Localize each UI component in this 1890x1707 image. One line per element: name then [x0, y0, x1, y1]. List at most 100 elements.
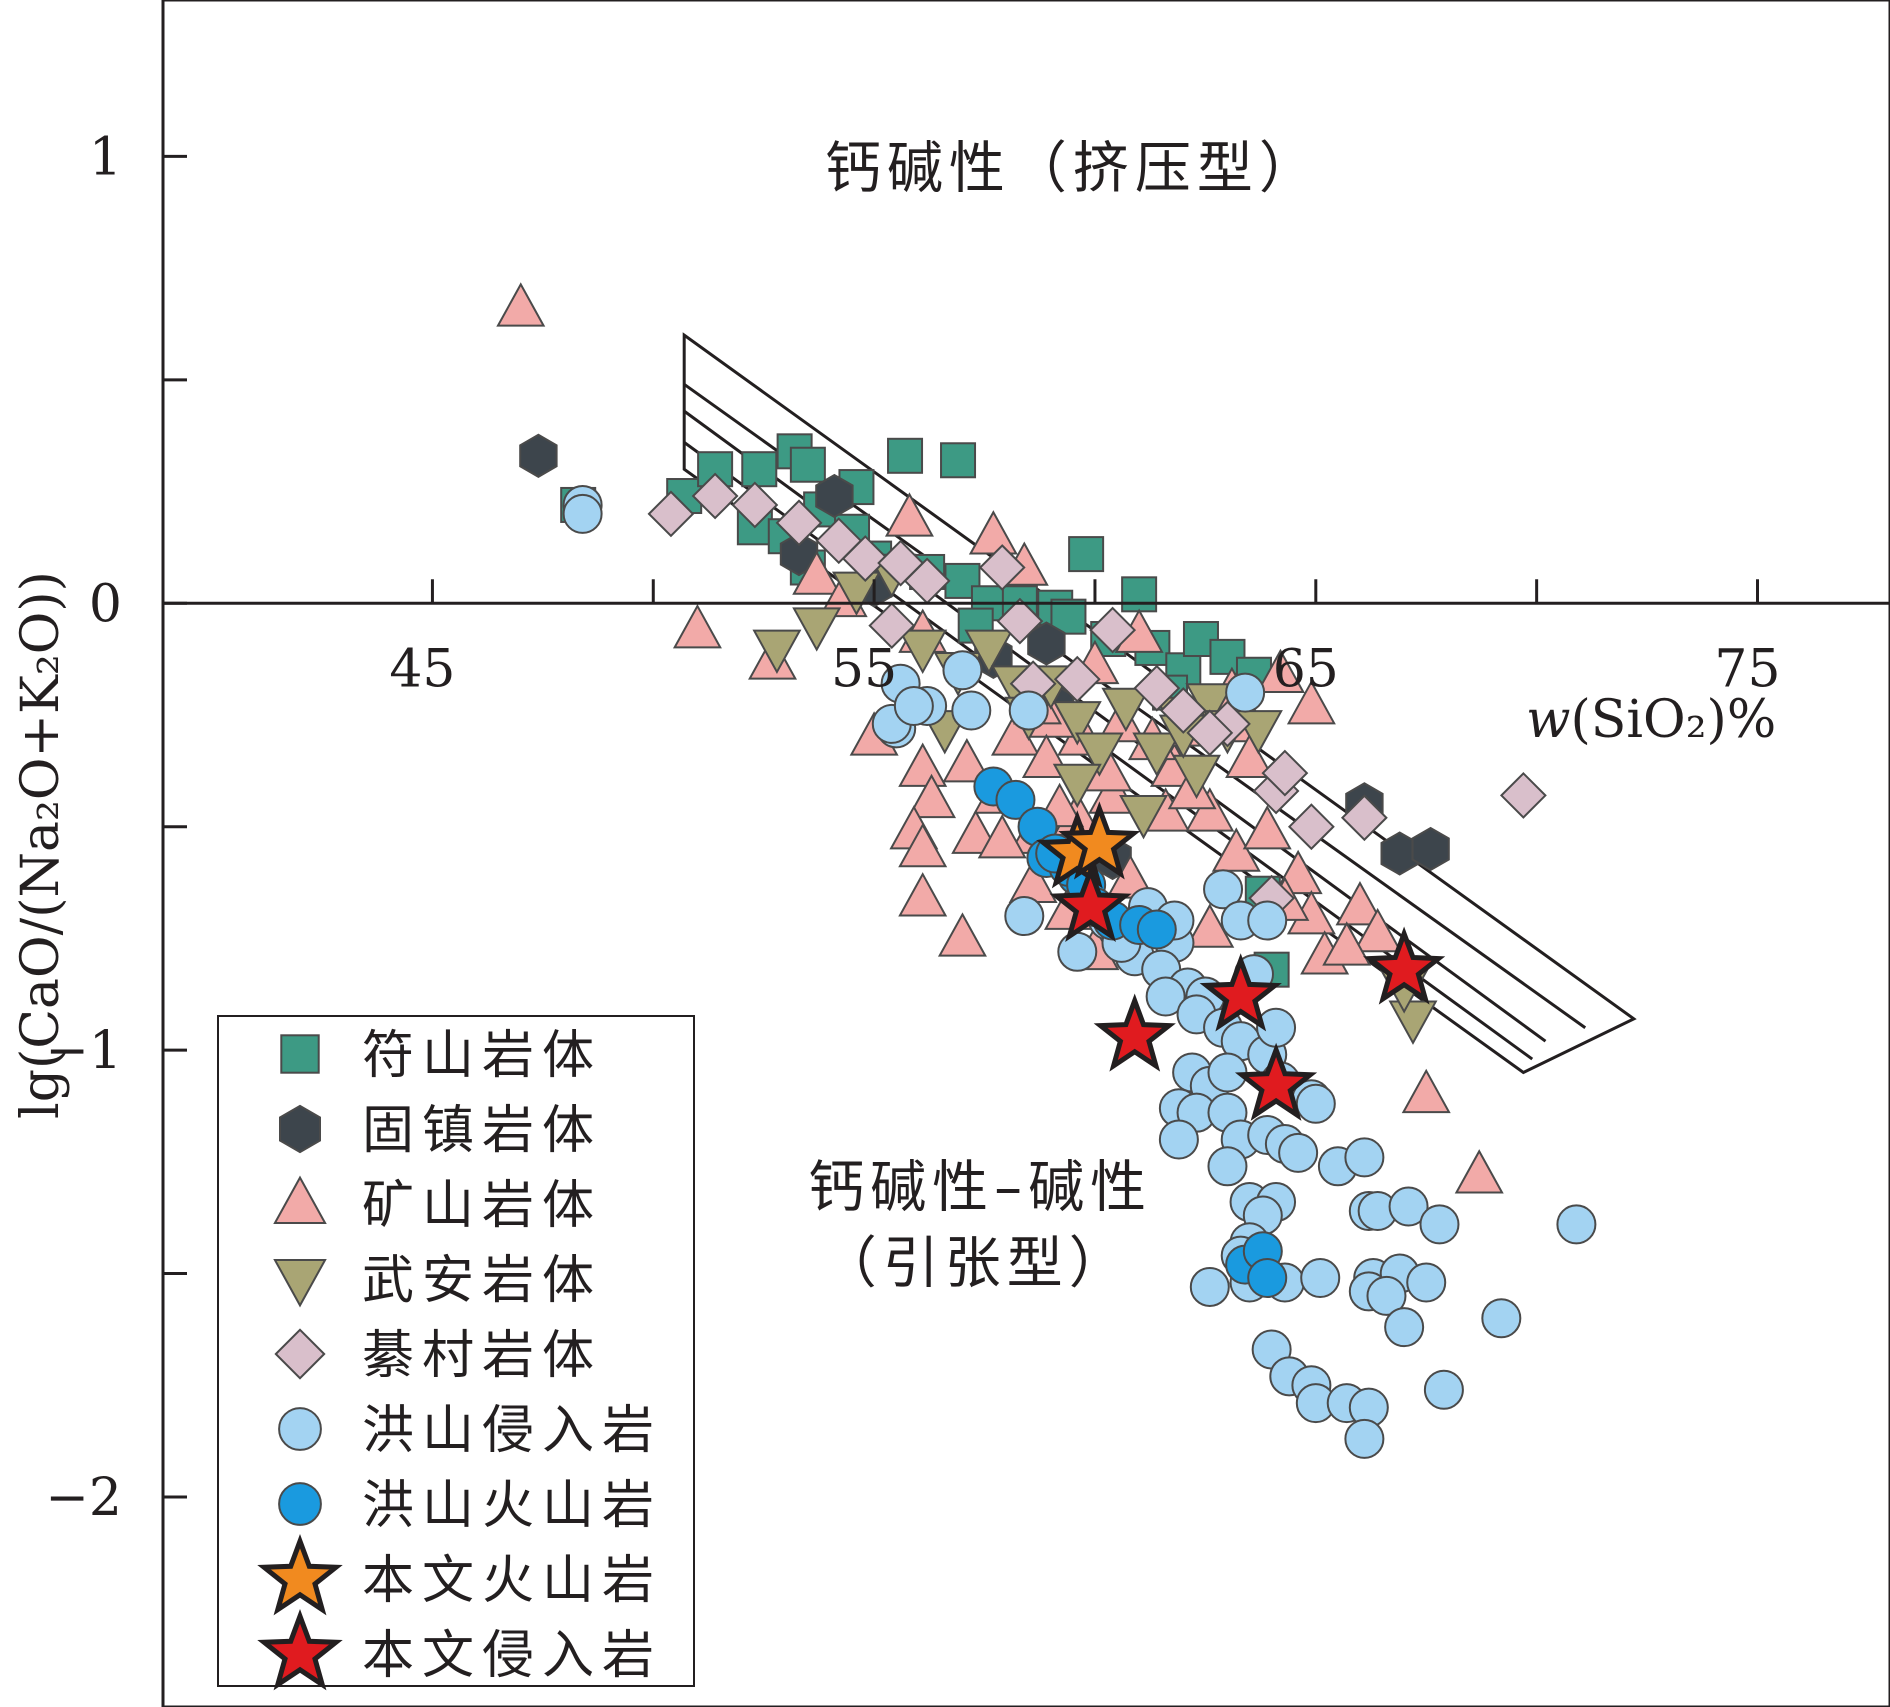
legend-marker — [273, 1175, 327, 1225]
data-point — [1145, 976, 1186, 1017]
data-point — [1261, 749, 1309, 797]
legend-label: 本文火山岩 — [362, 1551, 662, 1611]
data-point — [1419, 1204, 1460, 1245]
data-point — [752, 629, 802, 675]
axes — [161, 0, 1890, 1707]
data-point — [1008, 690, 1049, 731]
data-point — [1207, 1146, 1248, 1187]
data-point — [519, 433, 558, 478]
data-point — [792, 607, 842, 652]
legend-label: 洪山侵入岩 — [362, 1401, 662, 1461]
plot-frame — [161, 0, 1890, 1707]
chart-annotation: 钙碱性–碱性 — [808, 1156, 1152, 1221]
x-tick-label: 75 — [1714, 639, 1780, 699]
data-point — [942, 738, 992, 783]
y-tick-label: 1 — [89, 127, 122, 187]
data-point — [1340, 794, 1388, 842]
axis-ticks: 45 55 65 75 1 0 −1 −2 — [45, 127, 1780, 1528]
data-point — [1242, 805, 1292, 850]
data-point — [1093, 993, 1176, 1072]
data-point — [937, 912, 987, 957]
data-point — [1132, 732, 1182, 777]
data-point — [898, 742, 948, 787]
data-point — [1203, 869, 1244, 910]
data-point — [496, 282, 546, 327]
data-point — [672, 604, 722, 649]
data-point — [1335, 881, 1385, 926]
data-point — [1158, 1119, 1199, 1160]
data-point — [942, 650, 983, 691]
chart-annotation: 钙碱性（挤压型） — [825, 137, 1321, 202]
data-point — [1344, 1137, 1385, 1178]
data-point — [996, 597, 1044, 645]
data-point — [1353, 907, 1403, 953]
annotations: 钙碱性（挤压型） 钙碱性–碱性 （引张型） — [808, 137, 1321, 1297]
legend-label: 符山岩体 — [362, 1026, 602, 1086]
data-point — [1105, 854, 1155, 899]
series-5 — [647, 472, 1547, 922]
data-point — [792, 550, 842, 595]
legend-marker — [278, 1407, 322, 1451]
data-point — [1278, 1132, 1319, 1173]
legend-label: 武安岩体 — [362, 1251, 602, 1311]
series-8 — [1036, 801, 1141, 889]
data-point — [1556, 1204, 1597, 1245]
data-point — [1004, 896, 1045, 937]
data-point — [1499, 771, 1547, 819]
data-point — [775, 499, 823, 547]
data-point — [1186, 709, 1234, 757]
data-point — [887, 437, 924, 474]
data-point — [1423, 1369, 1464, 1410]
legend-marker — [279, 1104, 321, 1154]
data-point — [977, 814, 1027, 859]
data-point — [1185, 787, 1235, 832]
data-point — [779, 531, 819, 577]
data-point — [1366, 1275, 1407, 1316]
data-point — [562, 493, 603, 534]
data-point — [1101, 687, 1151, 733]
data-point — [1049, 863, 1132, 943]
x-tick-label: 45 — [389, 639, 455, 699]
data-point — [1089, 606, 1137, 654]
data-point — [868, 602, 916, 650]
data-point — [1255, 648, 1305, 694]
data-point — [1136, 909, 1177, 950]
data-point — [789, 446, 826, 483]
legend-marker — [257, 1609, 343, 1691]
legend-label: 矿山岩体 — [362, 1176, 602, 1236]
data-point — [1411, 826, 1450, 872]
data-point — [1300, 1258, 1341, 1299]
data-point — [964, 629, 1014, 675]
plot-points — [496, 282, 1597, 1459]
data-point — [951, 690, 992, 731]
chart-annotation: （引张型） — [821, 1231, 1131, 1296]
data-point — [1225, 672, 1266, 713]
data-point — [1211, 827, 1261, 872]
legend-marker — [257, 1534, 343, 1616]
data-point — [1384, 1307, 1425, 1348]
data-point — [815, 473, 854, 519]
field-outline — [682, 332, 1637, 1075]
data-point — [1133, 664, 1181, 712]
data-point — [1050, 598, 1087, 635]
data-point — [1185, 903, 1235, 948]
data-point — [1454, 1149, 1504, 1194]
data-point — [1189, 1266, 1230, 1307]
legend-label: 綦村岩体 — [362, 1326, 602, 1386]
data-point — [1159, 687, 1207, 734]
data-point — [995, 779, 1036, 820]
data-point — [1388, 1186, 1429, 1227]
legend-label: 本文侵入岩 — [362, 1626, 662, 1686]
data-point — [1322, 921, 1372, 966]
data-point — [1344, 1418, 1385, 1459]
data-point — [841, 535, 889, 582]
data-point — [1287, 803, 1335, 851]
data-point — [968, 510, 1018, 555]
data-point — [898, 822, 948, 868]
data-point — [1247, 900, 1288, 941]
x-tick-label: 65 — [1273, 639, 1339, 699]
legend-marker — [280, 1034, 320, 1074]
x-tick-label: 55 — [831, 639, 897, 699]
